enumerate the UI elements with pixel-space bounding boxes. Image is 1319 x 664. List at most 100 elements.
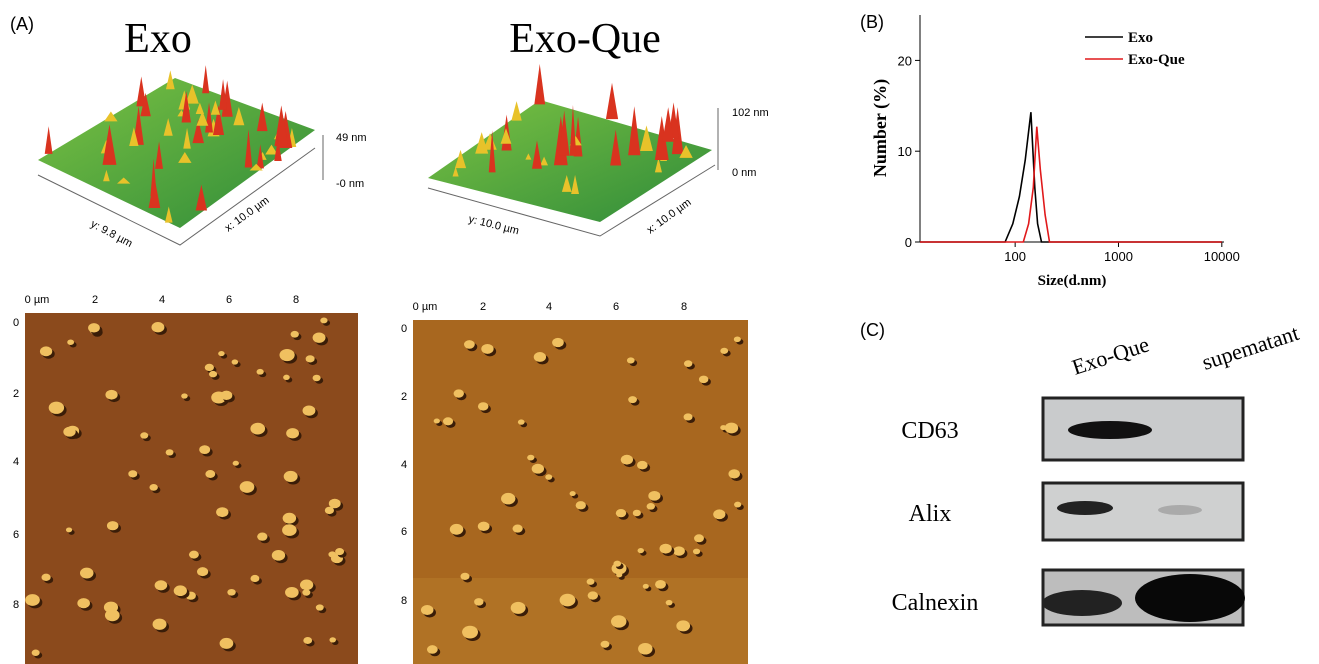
panel-title: Exo-Que	[509, 16, 661, 62]
particle	[638, 548, 644, 553]
y-tick-label: 0	[905, 235, 912, 250]
particle	[478, 402, 488, 410]
y-tick-label: 10	[898, 144, 912, 159]
y-tick-label: 0	[401, 323, 407, 335]
particle	[316, 604, 324, 610]
particle	[734, 502, 741, 508]
particle	[699, 376, 708, 384]
particle	[220, 638, 234, 649]
row-label: Calnexin	[892, 590, 979, 616]
legend-label: Exo	[1128, 30, 1153, 46]
particle	[464, 340, 475, 349]
particle	[552, 338, 564, 347]
row-label: CD63	[901, 418, 958, 444]
particle	[560, 594, 576, 607]
particle	[291, 331, 299, 338]
particle	[257, 369, 264, 375]
particle	[693, 549, 700, 555]
y-tick-label: 2	[13, 388, 19, 400]
particle	[221, 391, 233, 400]
particle	[306, 355, 315, 362]
particle	[725, 423, 738, 434]
particle	[107, 521, 119, 530]
particle	[660, 544, 672, 554]
particle	[286, 428, 299, 438]
particle	[576, 501, 586, 509]
afm-image	[25, 313, 358, 664]
particle	[684, 360, 692, 367]
particle	[233, 461, 239, 466]
particle	[335, 548, 344, 555]
y-size: y: 9.8 µm	[89, 218, 135, 250]
x-tick-label: 2	[480, 301, 486, 313]
particle	[421, 605, 434, 615]
x-tick-label: 6	[613, 301, 619, 313]
particle	[216, 507, 228, 517]
particle	[587, 579, 595, 585]
particle	[284, 471, 298, 482]
particle	[427, 645, 438, 654]
surface-peak	[511, 101, 521, 120]
panel-label: (A)	[10, 14, 34, 34]
particle	[474, 598, 483, 605]
particle	[88, 323, 100, 332]
y-size: y: 10.0 µm	[467, 213, 520, 237]
particle	[647, 503, 655, 510]
z-label: 49 nm	[336, 132, 367, 144]
particle	[713, 509, 725, 519]
y-tick-label: 2	[401, 391, 407, 403]
particle	[49, 402, 64, 414]
particle	[303, 637, 312, 644]
particle	[534, 352, 546, 362]
panel-label: (C)	[860, 320, 885, 340]
particle	[545, 474, 552, 480]
particle	[616, 509, 626, 517]
particle	[518, 419, 525, 424]
y-tick-label: 8	[13, 599, 19, 611]
particle	[303, 405, 316, 415]
surface-peak	[202, 65, 209, 93]
band	[1057, 501, 1113, 515]
particle	[140, 432, 148, 438]
particle	[673, 546, 685, 555]
particle	[720, 348, 728, 354]
x-tick-label: 8	[681, 301, 687, 313]
particle	[197, 567, 208, 576]
particle	[155, 580, 168, 590]
x-tick-label: 6	[226, 294, 232, 306]
particle	[209, 371, 217, 377]
particle	[655, 580, 666, 589]
row-label: Alix	[909, 501, 952, 527]
band	[1042, 590, 1122, 616]
particle	[283, 513, 297, 524]
particle	[77, 598, 90, 608]
particle	[613, 561, 621, 567]
particle	[666, 600, 673, 605]
particle	[63, 427, 75, 437]
particle	[250, 575, 259, 582]
particle	[283, 375, 290, 380]
y-tick-label: 20	[898, 53, 912, 68]
x-tick-label: 2	[92, 294, 98, 306]
z-label: 102 nm	[732, 107, 769, 119]
x-tick-label: 0 µm	[25, 294, 50, 306]
band	[1158, 505, 1202, 515]
z-label: 0 nm	[732, 167, 756, 179]
particle	[638, 643, 652, 655]
band	[1068, 421, 1152, 439]
particle	[325, 507, 334, 514]
particle	[527, 455, 534, 461]
x-tick-label: 100	[1004, 249, 1026, 264]
particle	[628, 396, 637, 403]
y-tick-label: 6	[401, 526, 407, 538]
z-label: -0 nm	[336, 178, 364, 190]
particle	[450, 524, 463, 535]
particle	[434, 418, 440, 423]
surface-peak	[534, 64, 545, 104]
particle	[313, 333, 326, 343]
particle	[637, 461, 648, 470]
particle	[684, 413, 693, 420]
particle	[511, 602, 526, 614]
particle	[279, 349, 294, 361]
x-tick-label: 1000	[1104, 249, 1133, 264]
